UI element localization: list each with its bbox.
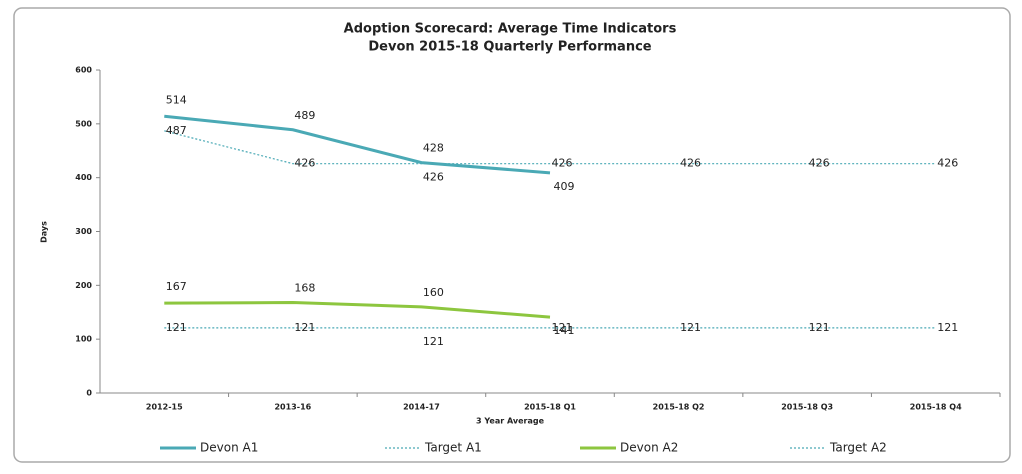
data-label: 426 [937, 157, 958, 170]
x-tick-label: 2013-16 [274, 403, 311, 412]
y-tick-label: 600 [75, 66, 92, 75]
x-tick-label: 2014-17 [403, 403, 440, 412]
data-label: 121 [423, 335, 444, 348]
data-label: 487 [166, 124, 187, 137]
x-tick-label: 2015-18 Q1 [524, 403, 576, 412]
x-tick-label: 2015-18 Q3 [781, 403, 833, 412]
y-tick-label: 200 [75, 281, 92, 290]
legend-label: Target A2 [829, 441, 887, 455]
chart-frame [13, 7, 1011, 463]
y-tick-label: 100 [75, 335, 92, 344]
series-line [164, 114, 551, 175]
data-label: 426 [423, 171, 444, 184]
x-tick-label: 2015-18 Q4 [910, 403, 962, 412]
data-label: 167 [166, 280, 187, 293]
data-label: 121 [809, 321, 830, 334]
data-label: 121 [680, 321, 701, 334]
legend-label: Devon A1 [200, 441, 258, 455]
chart-subtitle: Devon 2015-18 Quarterly Performance [368, 40, 651, 55]
y-tick-label: 0 [86, 389, 92, 398]
data-label: 121 [166, 321, 187, 334]
data-label: 426 [294, 157, 315, 170]
series-line [164, 130, 936, 165]
data-label: 428 [423, 142, 444, 155]
legend-label: Devon A2 [620, 441, 678, 455]
data-label: 121 [937, 321, 958, 334]
data-label: 409 [554, 180, 575, 193]
series-line [164, 301, 551, 319]
y-axis-label: Days [40, 221, 49, 243]
data-label: 426 [809, 157, 830, 170]
x-tick-label: 2015-18 Q2 [653, 403, 705, 412]
y-tick-label: 300 [75, 227, 92, 236]
x-tick-label: 2012-15 [146, 403, 183, 412]
data-label: 160 [423, 286, 444, 299]
y-tick-label: 400 [75, 173, 92, 182]
data-label: 121 [552, 321, 573, 334]
data-label: 168 [294, 282, 315, 295]
x-axis-label: 3 Year Average [476, 417, 545, 426]
legend-label: Target A1 [424, 441, 482, 455]
y-tick-label: 500 [75, 119, 92, 128]
data-label: 514 [166, 93, 187, 106]
data-label: 489 [294, 109, 315, 122]
data-label: 426 [680, 157, 701, 170]
data-label: 121 [294, 321, 315, 334]
chart-title: Adoption Scorecard: Average Time Indicat… [344, 22, 677, 37]
data-label: 426 [552, 157, 573, 170]
